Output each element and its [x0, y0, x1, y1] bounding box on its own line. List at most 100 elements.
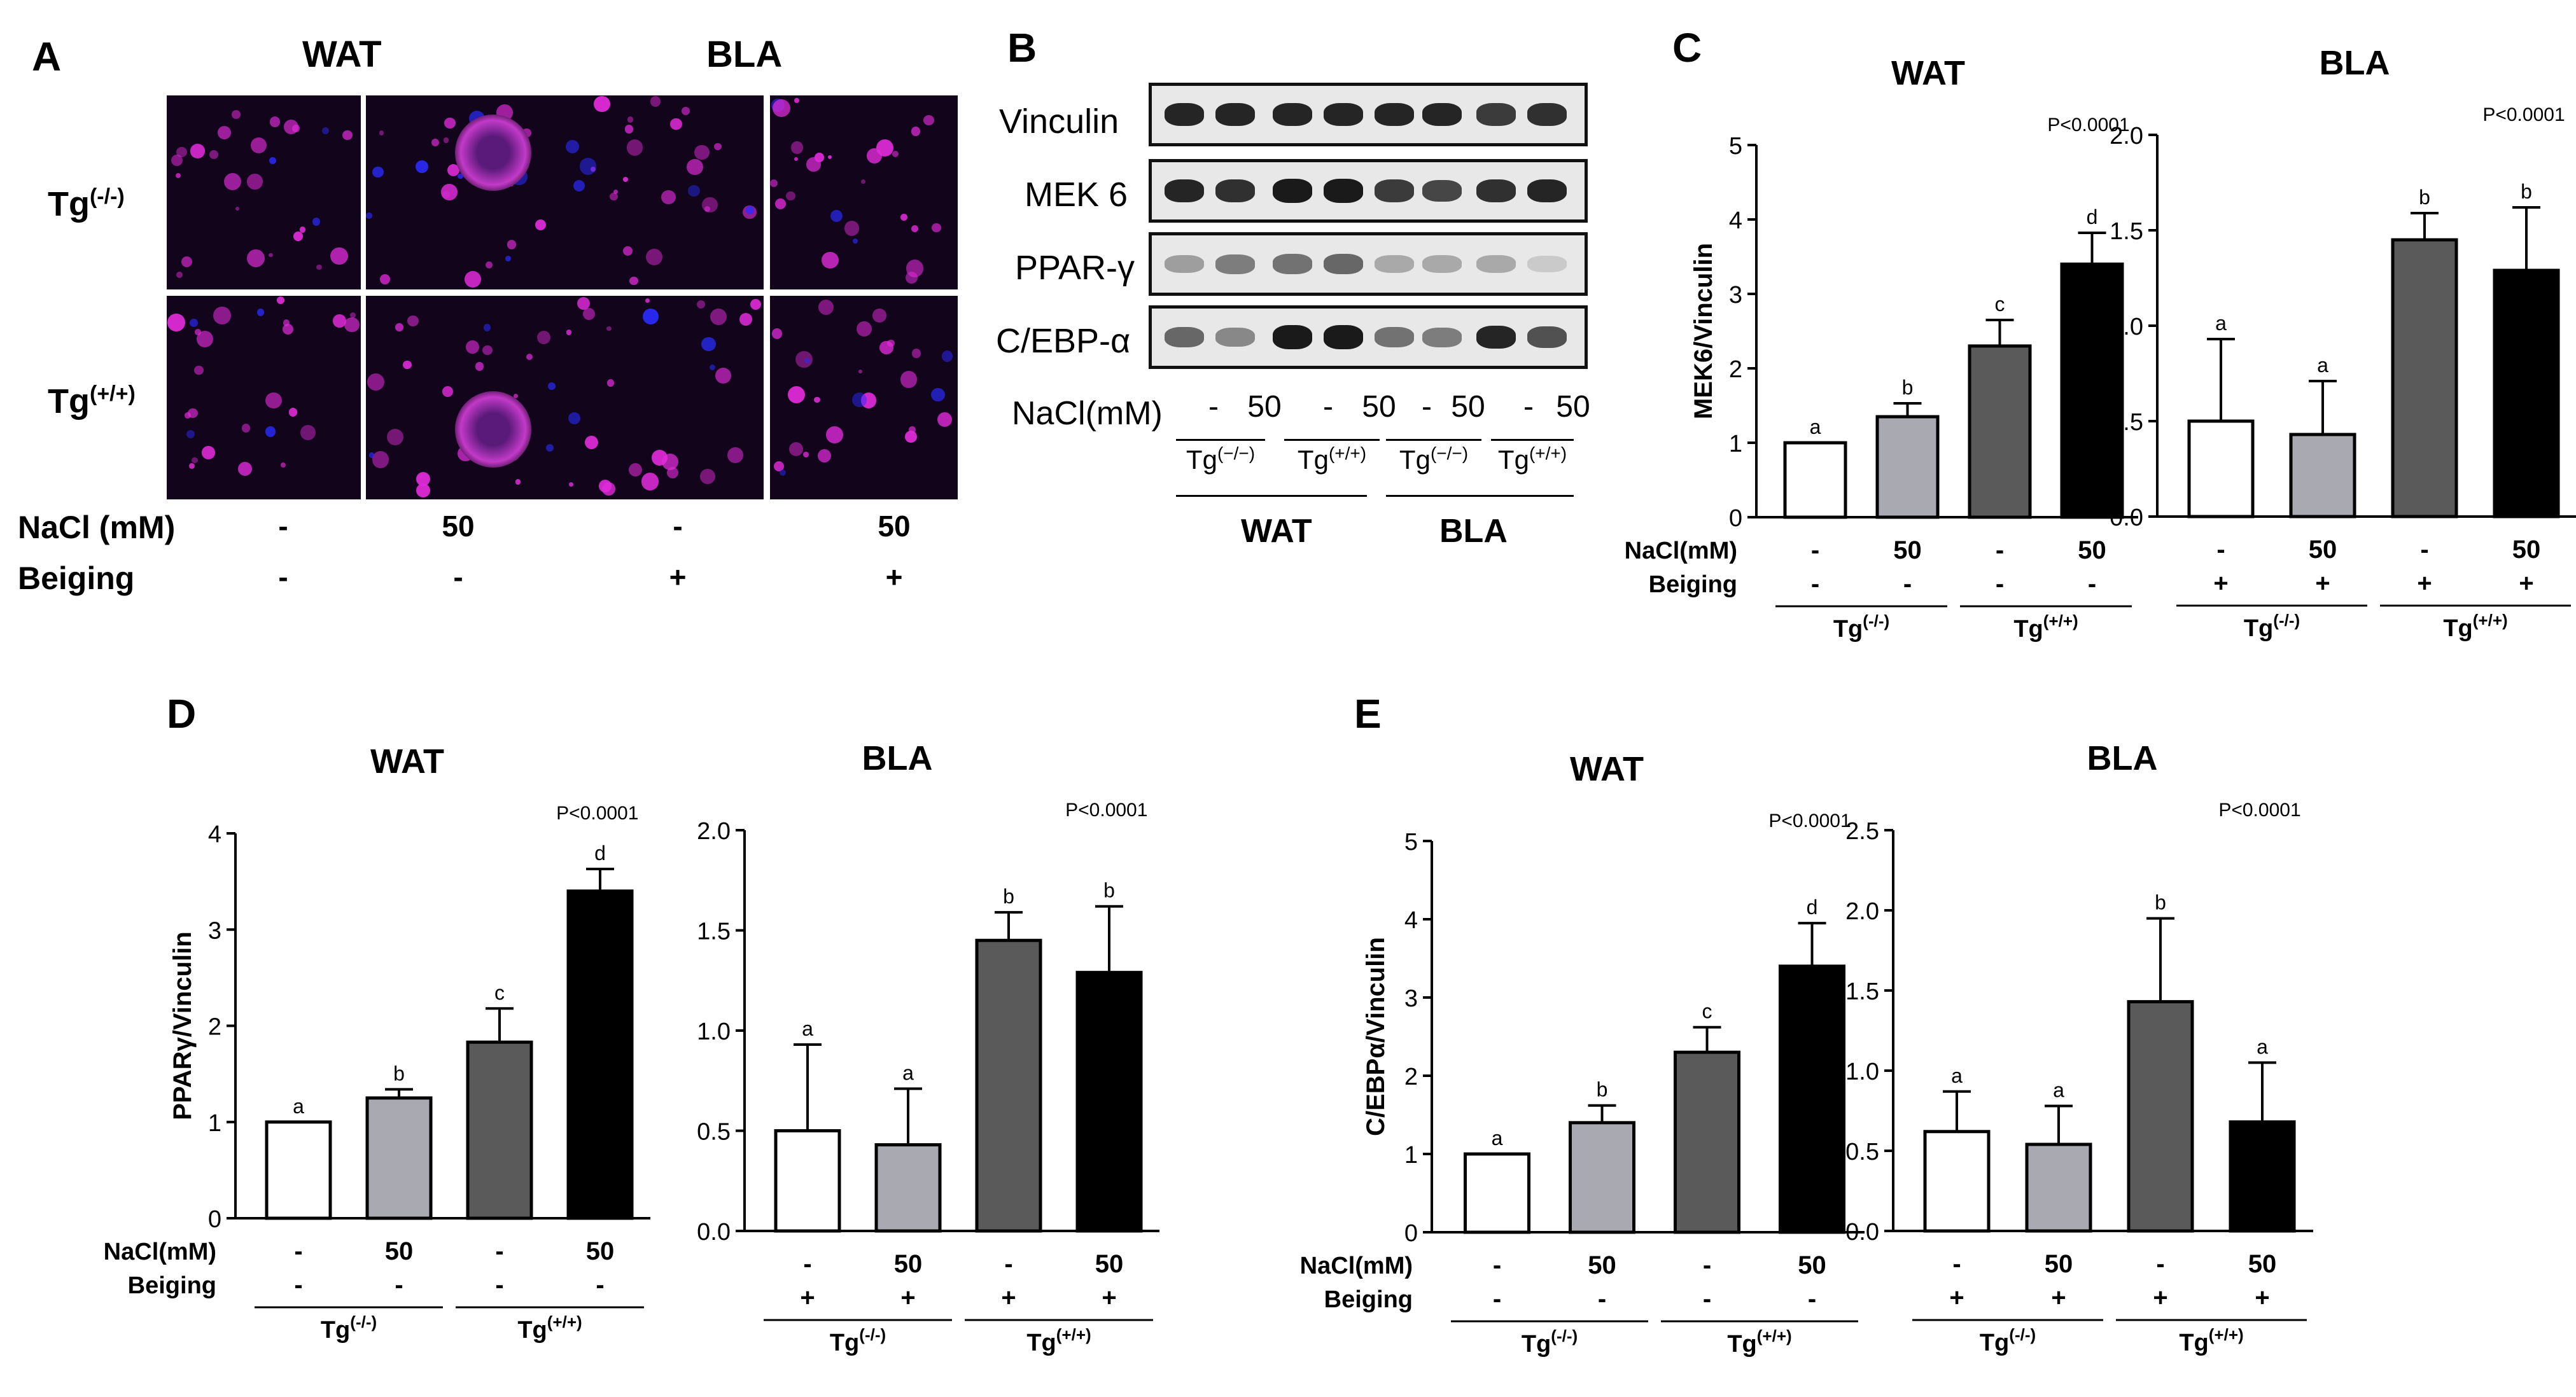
bar [1779, 964, 1845, 1234]
blot-strip [1149, 232, 1588, 296]
bar [774, 1129, 841, 1233]
beiging-value: + [2519, 569, 2533, 597]
micrograph-droplet [277, 296, 285, 304]
y-tick-label: 2.0 [697, 818, 731, 845]
micrograph-droplet [265, 392, 282, 409]
micrograph-droplet [645, 298, 650, 303]
blot-nacl-label: NaCl(mM) [1012, 395, 1163, 432]
micrograph-droplet [702, 197, 718, 213]
bar [975, 938, 1042, 1233]
micrograph-droplet [579, 158, 597, 175]
panel-a-row-label-ko: Tg(-/-) [48, 184, 125, 223]
micrograph-droplet [932, 223, 941, 233]
significance-letter: a [2053, 1078, 2064, 1101]
micrograph-droplet [330, 247, 348, 265]
micrograph-droplet [822, 251, 839, 269]
micrograph-droplet [892, 151, 899, 158]
micrograph-droplet [415, 160, 428, 174]
micrograph-droplet [431, 138, 439, 146]
nacl-value: 50 [385, 1237, 414, 1265]
micrograph-tile [770, 95, 958, 289]
p-value-label: P<0.0001 [556, 803, 638, 824]
blot-strip [1149, 305, 1588, 369]
micrograph-droplet [727, 447, 743, 463]
micrograph-droplet [602, 482, 615, 496]
micrograph-droplet [830, 210, 843, 223]
micrograph-droplet [856, 321, 872, 337]
y-tick-label: 1 [1729, 431, 1742, 457]
micrograph-droplet [485, 261, 493, 268]
micrograph-droplet [715, 367, 731, 384]
micrograph-droplet [931, 387, 945, 402]
blot-lane-2: 50 [1247, 390, 1282, 424]
micrograph-droplet [585, 436, 599, 450]
micrograph-droplet [666, 466, 678, 478]
beiging-value: - [1598, 1285, 1606, 1313]
p-value-label: P<0.0001 [1065, 800, 1147, 821]
micrograph-droplet [626, 139, 643, 156]
beiging-value: + [1949, 1284, 1964, 1312]
beiging-value: + [2315, 569, 2330, 597]
significance-letter: c [494, 981, 505, 1004]
blot-lane-1: - [1208, 390, 1219, 424]
panel-label-e: E [1354, 691, 1382, 737]
micrograph-droplet [709, 365, 716, 371]
blot-label-vinculin: Vinculin [999, 102, 1119, 141]
micrograph-droplet [858, 369, 862, 373]
blot-band [1273, 254, 1312, 274]
significance-letter: b [2521, 180, 2532, 203]
micrograph-droplet [250, 137, 267, 154]
bar [1923, 1130, 1991, 1233]
micrograph-droplet [167, 314, 185, 331]
micrograph-droplet [941, 351, 953, 362]
micrograph-droplet [194, 366, 204, 375]
micrograph-droplet [189, 462, 195, 469]
blot-band [1476, 254, 1516, 274]
significance-letter: a [293, 1095, 304, 1118]
beiging-row-label: Beiging [1324, 1286, 1413, 1313]
genotype-label: Tg(+/+) [517, 1312, 582, 1344]
bar [2187, 419, 2255, 518]
micrograph-droplet [661, 190, 676, 205]
p-value-label: P<0.0001 [2047, 115, 2129, 136]
blot-band [1476, 179, 1516, 202]
significance-letter: b [2419, 186, 2430, 209]
micrograph-droplet [861, 179, 865, 184]
panel-a-nacl-1: - [278, 510, 288, 543]
micrograph-droplet [828, 155, 832, 160]
blot-tissue-line-wat [1176, 495, 1367, 497]
micrograph-droplet [380, 274, 390, 285]
micrograph-droplet [610, 192, 619, 201]
panel-a-beiging-1: - [278, 560, 288, 594]
micrograph-droplet [867, 148, 883, 163]
micrograph-droplet [515, 479, 521, 485]
significance-letter: a [2317, 354, 2328, 377]
y-tick-label: 3 [1729, 282, 1742, 309]
micrograph-droplet [900, 371, 918, 389]
micrograph-droplet [779, 469, 786, 476]
micrograph-droplet [231, 110, 241, 119]
micrograph-droplet [545, 443, 554, 452]
significance-letter: b [1597, 1078, 1608, 1101]
blot-band [1422, 102, 1462, 127]
micrograph-droplet [745, 206, 754, 214]
panel-a-nacl-3: - [673, 510, 683, 543]
micrograph-droplet [887, 339, 895, 347]
genotype-label: Tg(+/+) [1026, 1325, 1091, 1356]
significance-letter: b [1103, 879, 1115, 902]
micrograph-droplet [628, 462, 643, 477]
bar [1075, 971, 1143, 1233]
blot-genotype-1: Tg(−/−) [1186, 443, 1256, 475]
y-tick-label: 0.0 [2110, 504, 2143, 531]
micrograph-droplet [176, 146, 187, 158]
chart-title: BLA [862, 739, 933, 777]
nacl-value: 50 [2248, 1250, 2277, 1278]
micrograph-droplet [710, 309, 727, 326]
micrograph-droplet [594, 95, 610, 113]
micrograph-droplet [772, 99, 790, 118]
nacl-value: 50 [2045, 1250, 2073, 1278]
blot-band [1375, 179, 1414, 202]
micrograph-droplet [911, 225, 918, 232]
blot-band [1476, 325, 1516, 349]
blot-label-cebpa: C/EBP-α [996, 322, 1131, 360]
